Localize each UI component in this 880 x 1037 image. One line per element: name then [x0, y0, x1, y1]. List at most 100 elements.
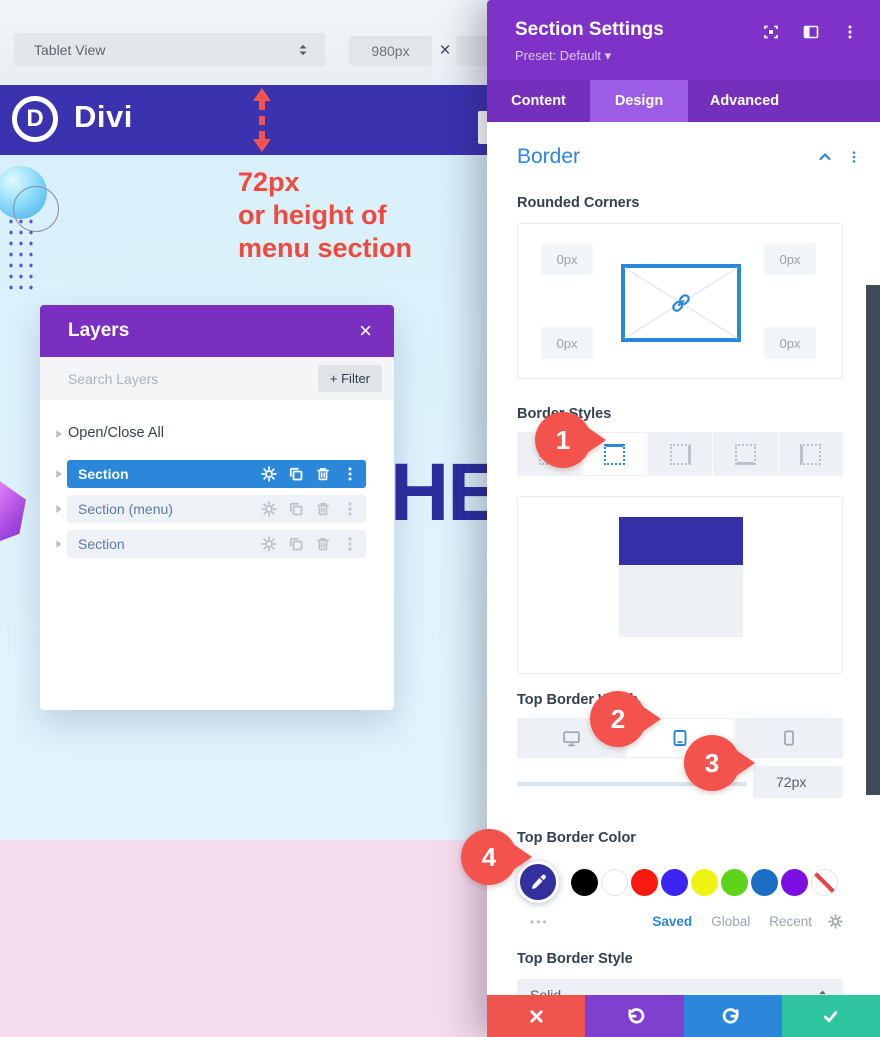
color-swatch-red[interactable] — [631, 868, 658, 896]
top-border-width-input[interactable]: 72px — [753, 766, 843, 798]
layers-panel-header[interactable]: Layers × — [40, 305, 394, 357]
step-badge-1: 1 — [535, 412, 591, 468]
badge-number: 4 — [481, 841, 497, 872]
trash-icon[interactable] — [315, 501, 331, 517]
layers-filter-button[interactable]: + Filter — [317, 365, 382, 392]
badge-number: 2 — [610, 703, 626, 734]
snap-panel-icon[interactable] — [802, 23, 820, 41]
border-left-icon — [800, 443, 822, 465]
gear-icon[interactable] — [261, 536, 277, 552]
border-section-header[interactable]: Border — [517, 145, 861, 169]
color-swatch-blue[interactable] — [661, 868, 688, 896]
tablet-icon — [673, 730, 687, 746]
chevron-up-icon[interactable] — [817, 149, 833, 165]
view-mode-select[interactable]: Tablet View — [14, 33, 325, 66]
width-slider[interactable] — [517, 782, 747, 786]
viewport-width-input[interactable]: 980px — [349, 36, 432, 66]
caret-right-icon[interactable] — [52, 537, 66, 551]
palette-more-dots[interactable]: ••• — [530, 914, 549, 929]
top-border-style-label: Top Border Style — [517, 951, 633, 967]
kebab-menu-icon[interactable] — [342, 466, 358, 482]
step-badge-4: 4 — [461, 829, 517, 885]
badge-number: 3 — [704, 747, 720, 778]
settings-header[interactable]: Section Settings Preset: Default ▾ — [487, 0, 880, 80]
color-swatch-blue-dark[interactable] — [751, 868, 778, 896]
color-swatch-purple[interactable] — [781, 868, 808, 896]
divi-logo-icon[interactable]: D — [12, 96, 58, 142]
view-mode-label: Tablet View — [34, 41, 106, 58]
layer-row-section-selected[interactable]: Section — [67, 460, 366, 488]
color-swatch-transparent[interactable] — [811, 868, 838, 896]
layers-close-button[interactable]: × — [359, 318, 372, 343]
decor-dot-grid — [6, 216, 36, 292]
palette-settings-gear-icon[interactable] — [828, 914, 843, 929]
tab-design[interactable]: Design — [590, 80, 688, 122]
kebab-menu-icon[interactable] — [847, 150, 861, 164]
open-close-all-label: Open/Close All — [68, 425, 164, 441]
save-button[interactable] — [781, 995, 880, 1037]
border-right-icon — [669, 443, 691, 465]
caret-right-icon[interactable] — [52, 502, 66, 516]
trash-icon[interactable] — [315, 536, 331, 552]
preset-selector[interactable]: Preset: Default ▾ — [515, 48, 612, 63]
panel-scrollbar[interactable] — [866, 285, 880, 795]
palette-tab-saved[interactable]: Saved — [652, 914, 693, 929]
palette-tab-recent[interactable]: Recent — [769, 914, 812, 929]
layer-row-section-menu[interactable]: Section (menu) — [67, 495, 366, 523]
layer-row-label: Section — [78, 536, 125, 552]
expand-modal-icon[interactable] — [762, 23, 780, 41]
phone-icon — [784, 730, 794, 746]
color-swatch-yellow[interactable] — [691, 868, 718, 896]
trash-icon[interactable] — [315, 466, 331, 482]
tab-content[interactable]: Content — [511, 93, 566, 109]
top-border-color-label: Top Border Color — [517, 830, 636, 846]
kebab-menu-icon[interactable] — [842, 24, 858, 40]
tab-advanced[interactable]: Advanced — [709, 93, 780, 109]
layers-search-input[interactable]: Search Layers — [68, 370, 159, 387]
arrow-head-up — [253, 88, 271, 101]
border-style-left-button[interactable] — [778, 432, 844, 476]
divi-brand-text[interactable]: Divi — [74, 99, 133, 134]
menu-hamburger-partial[interactable] — [478, 111, 487, 144]
corner-top-right-input[interactable]: 0px — [764, 243, 816, 275]
close-x-glyph: × — [439, 40, 451, 61]
kebab-menu-icon[interactable] — [342, 536, 358, 552]
border-style-bottom-button[interactable] — [713, 432, 778, 476]
close-width-button[interactable]: × — [436, 36, 454, 66]
link-icon[interactable] — [669, 291, 693, 315]
border-style-right-button[interactable] — [647, 432, 713, 476]
caret-right-icon[interactable] — [52, 427, 66, 441]
layers-panel: Layers × Search Layers + Filter Open/Clo… — [40, 305, 394, 710]
layer-row-section[interactable]: Section — [67, 530, 366, 558]
duplicate-icon[interactable] — [288, 501, 304, 517]
corner-top-left-input[interactable]: 0px — [541, 243, 593, 275]
redo-button[interactable] — [683, 995, 782, 1037]
corner-bottom-right-input[interactable]: 0px — [764, 327, 816, 359]
gear-icon[interactable] — [261, 466, 277, 482]
close-x-icon — [529, 1009, 543, 1023]
palette-tab-global[interactable]: Global — [711, 914, 751, 929]
corner-bottom-left-input[interactable]: 0px — [541, 327, 593, 359]
kebab-menu-icon[interactable] — [342, 501, 358, 517]
annotation-line-3: menu section — [238, 233, 413, 263]
annotation-line-2: or height of — [238, 200, 387, 230]
top-border-width-control: 72px — [517, 764, 843, 804]
duplicate-icon[interactable] — [288, 466, 304, 482]
color-swatch-green[interactable] — [721, 868, 748, 896]
decor-ring — [13, 186, 59, 232]
open-close-all-row[interactable]: Open/Close All — [40, 423, 394, 447]
caret-right-icon[interactable] — [52, 467, 66, 481]
undo-icon — [628, 1007, 645, 1024]
arrow-dashed-line — [259, 101, 265, 139]
corners-link-box[interactable] — [621, 264, 741, 342]
color-swatch-white[interactable] — [601, 868, 628, 896]
layers-search-bar: Search Layers + Filter — [40, 357, 394, 400]
modal-action-bar — [487, 995, 880, 1037]
border-top-icon — [604, 443, 626, 465]
cancel-button[interactable] — [487, 995, 586, 1037]
color-swatch-black[interactable] — [571, 868, 598, 896]
duplicate-icon[interactable] — [288, 536, 304, 552]
select-arrows-icon — [299, 44, 307, 55]
gear-icon[interactable] — [261, 501, 277, 517]
undo-button[interactable] — [585, 995, 684, 1037]
